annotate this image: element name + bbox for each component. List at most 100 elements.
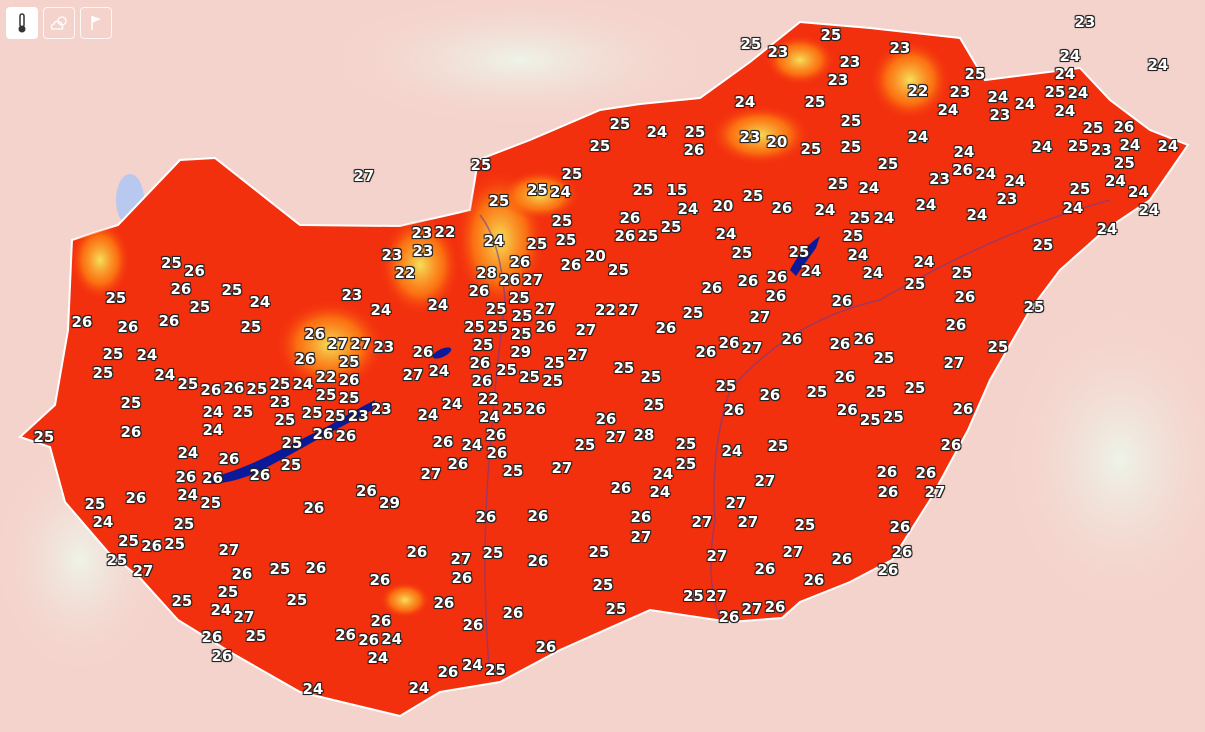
- temperature-label[interactable]: 25: [592, 576, 614, 594]
- temperature-label[interactable]: 25: [882, 408, 904, 426]
- temperature-label[interactable]: 26: [831, 550, 853, 568]
- temperature-label[interactable]: 24: [721, 442, 743, 460]
- temperature-label[interactable]: 24: [1147, 56, 1169, 74]
- temperature-label[interactable]: 25: [470, 156, 492, 174]
- temperature-label[interactable]: 26: [952, 400, 974, 418]
- temperature-label[interactable]: 26: [766, 268, 788, 287]
- temperature-label[interactable]: 25: [1067, 137, 1089, 156]
- temperature-label[interactable]: 22: [594, 301, 616, 319]
- temperature-label[interactable]: 23: [739, 128, 761, 146]
- temperature-label[interactable]: 24: [136, 346, 158, 364]
- temperature-label[interactable]: 24: [483, 232, 505, 250]
- temperature-label[interactable]: 26: [370, 611, 392, 630]
- temperature-label[interactable]: 26: [876, 463, 898, 481]
- temperature-label[interactable]: 24: [646, 123, 668, 141]
- temperature-label[interactable]: 24: [652, 464, 674, 483]
- temperature-label[interactable]: 24: [154, 366, 176, 384]
- temperature-label[interactable]: 25: [269, 375, 291, 394]
- temperature-label[interactable]: 26: [218, 450, 240, 468]
- temperature-label[interactable]: 26: [471, 371, 493, 390]
- temperature-label[interactable]: 26: [619, 208, 641, 227]
- temperature-label[interactable]: 25: [767, 437, 789, 455]
- temperature-label[interactable]: 23: [949, 82, 971, 101]
- temperature-label[interactable]: 27: [420, 465, 442, 483]
- temperature-label[interactable]: 25: [588, 543, 610, 561]
- temperature-label[interactable]: 25: [637, 227, 659, 245]
- temperature-label[interactable]: 23: [341, 286, 363, 304]
- temperature-label[interactable]: 25: [740, 35, 762, 53]
- temperature-label[interactable]: 26: [170, 280, 192, 298]
- temperature-label[interactable]: 24: [249, 293, 271, 311]
- temperature-label[interactable]: 24: [408, 679, 430, 697]
- temperature-label[interactable]: 25: [605, 600, 627, 618]
- temperature-label[interactable]: 25: [511, 307, 533, 326]
- temperature-label[interactable]: 24: [550, 183, 571, 201]
- temperature-label[interactable]: 24: [1054, 64, 1076, 83]
- temperature-label[interactable]: 25: [682, 304, 704, 322]
- temperature-label[interactable]: 24: [1104, 171, 1126, 190]
- temperature-label[interactable]: 29: [379, 494, 400, 512]
- temperature-label[interactable]: 26: [305, 559, 327, 577]
- temperature-label[interactable]: 26: [803, 571, 825, 589]
- temperature-label[interactable]: 25: [800, 140, 822, 158]
- temperature-label[interactable]: 25: [245, 626, 267, 645]
- temperature-label[interactable]: 25: [496, 361, 517, 380]
- temperature-label[interactable]: 26: [771, 199, 793, 217]
- temperature-label[interactable]: 26: [829, 335, 851, 353]
- temperature-label[interactable]: 24: [461, 656, 483, 674]
- temperature-label[interactable]: 27: [567, 346, 588, 364]
- temperature-label[interactable]: 26: [117, 318, 139, 336]
- temperature-label[interactable]: 25: [1023, 298, 1045, 316]
- temperature-label[interactable]: 26: [535, 638, 557, 656]
- temperature-label[interactable]: 25: [660, 218, 682, 236]
- temperature-label[interactable]: 24: [862, 263, 884, 282]
- temperature-label[interactable]: 25: [173, 515, 195, 533]
- temperature-label[interactable]: 25: [482, 544, 504, 562]
- temperature-label[interactable]: 23: [767, 43, 789, 61]
- temperature-label[interactable]: 23: [827, 71, 849, 90]
- temperature-label[interactable]: 26: [200, 381, 222, 399]
- temperature-label[interactable]: 25: [510, 325, 532, 344]
- temperature-label[interactable]: 23: [347, 407, 369, 426]
- temperature-label[interactable]: 26: [303, 499, 325, 517]
- temperature-label[interactable]: 25: [840, 138, 862, 156]
- weather-layer-button[interactable]: [43, 7, 75, 39]
- temperature-label[interactable]: 24: [913, 253, 935, 271]
- temperature-label[interactable]: 24: [302, 680, 324, 698]
- temperature-label[interactable]: 26: [509, 253, 531, 272]
- temperature-label[interactable]: 24: [677, 199, 699, 218]
- temperature-label[interactable]: 24: [1062, 198, 1084, 217]
- temperature-label[interactable]: 25: [324, 407, 346, 426]
- temperature-label[interactable]: 26: [433, 594, 455, 612]
- temperature-label[interactable]: 25: [951, 264, 973, 282]
- temperature-label[interactable]: 24: [177, 486, 199, 505]
- temperature-label[interactable]: 26: [853, 330, 875, 349]
- temperature-label[interactable]: 24: [478, 407, 500, 426]
- temperature-label[interactable]: 25: [1032, 236, 1054, 254]
- temperature-label[interactable]: 25: [33, 428, 55, 446]
- temperature-label[interactable]: 26: [231, 564, 253, 583]
- temperature-label[interactable]: 26: [358, 630, 380, 649]
- temperature-label[interactable]: 28: [476, 263, 497, 282]
- temperature-label[interactable]: 25: [338, 389, 360, 408]
- temperature-label[interactable]: 25: [160, 254, 182, 272]
- temperature-label[interactable]: 24: [1004, 172, 1026, 190]
- temperature-label[interactable]: 27: [749, 308, 771, 326]
- temperature-label[interactable]: 26: [630, 508, 652, 526]
- temperature-label[interactable]: 25: [240, 318, 262, 336]
- temperature-label[interactable]: 27: [741, 600, 763, 618]
- temperature-label[interactable]: 25: [280, 456, 302, 474]
- temperature-label[interactable]: 26: [701, 279, 723, 297]
- temperature-label[interactable]: 25: [502, 399, 523, 418]
- temperature-label[interactable]: 25: [804, 93, 826, 111]
- temperature-label[interactable]: 26: [1113, 117, 1135, 136]
- temperature-label[interactable]: 29: [510, 343, 532, 362]
- temperature-label[interactable]: 26: [535, 318, 557, 337]
- temperature-label[interactable]: 26: [695, 343, 717, 361]
- temperature-label[interactable]: 26: [940, 436, 962, 454]
- temperature-label[interactable]: 24: [649, 483, 671, 502]
- temperature-label[interactable]: 26: [312, 425, 334, 444]
- temperature-label[interactable]: 24: [292, 375, 314, 394]
- temperature-label[interactable]: 25: [519, 368, 540, 386]
